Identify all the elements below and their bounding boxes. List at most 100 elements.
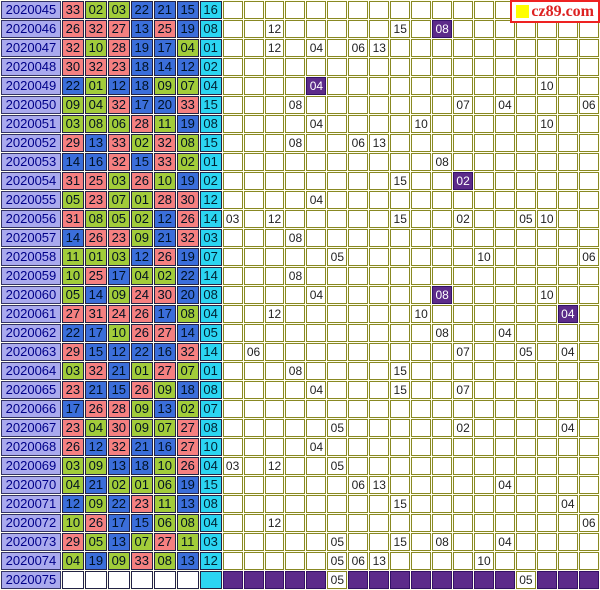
grid-cell bbox=[243, 362, 264, 380]
red-ball-cell: 15 bbox=[130, 153, 153, 171]
red-ball-cell: 18 bbox=[130, 58, 153, 76]
red-ball-cell: 11 bbox=[176, 533, 199, 551]
grid-cell bbox=[453, 400, 474, 418]
blue-ball-cell: 08 bbox=[199, 115, 222, 133]
draw-row: 2020075 05 05 bbox=[1, 571, 599, 589]
red-ball-cell: 08 bbox=[84, 210, 107, 228]
grid-cell bbox=[474, 343, 494, 361]
red-ball-cell: 22 bbox=[107, 495, 130, 513]
grid-cell bbox=[306, 400, 327, 418]
period-cell: 2020066 bbox=[1, 400, 61, 418]
grid-cell bbox=[453, 476, 474, 494]
red-ball-cell: 15 bbox=[176, 1, 199, 19]
period-cell: 2020045 bbox=[1, 1, 61, 19]
grid-cell bbox=[453, 248, 474, 266]
draw-row: 2020069 03 09 13 18 10 26 04 03 12 05 bbox=[1, 457, 599, 475]
red-ball-cell: 20 bbox=[153, 96, 176, 114]
grid-cell bbox=[222, 115, 243, 133]
grid-cell bbox=[495, 438, 515, 456]
grid-cell bbox=[327, 191, 348, 209]
grid-cell bbox=[495, 229, 515, 247]
period-cell: 2020048 bbox=[1, 58, 61, 76]
grid-cell bbox=[411, 153, 432, 171]
grid-cell bbox=[557, 286, 578, 304]
miss-value-cell: 06 bbox=[243, 343, 264, 361]
miss-value-cell: 10 bbox=[536, 77, 557, 95]
red-ball-cell: 20 bbox=[176, 286, 199, 304]
blue-ball-cell: 02 bbox=[199, 58, 222, 76]
grid-cell bbox=[453, 495, 474, 513]
grid-cell bbox=[306, 476, 327, 494]
grid-cell bbox=[306, 514, 327, 532]
grid-cell bbox=[243, 514, 264, 532]
grid-cell bbox=[495, 172, 515, 190]
future-purple-cell bbox=[536, 571, 557, 589]
site-logo[interactable]: cz89.com bbox=[510, 0, 600, 23]
red-ball-cell: 28 bbox=[153, 191, 176, 209]
grid-cell bbox=[369, 514, 390, 532]
red-ball-cell: 09 bbox=[84, 495, 107, 513]
red-ball-cell: 03 bbox=[107, 248, 130, 266]
grid-cell bbox=[222, 134, 243, 152]
grid-cell bbox=[495, 115, 515, 133]
red-ball-cell: 25 bbox=[153, 20, 176, 38]
miss-value-cell: 15 bbox=[390, 172, 411, 190]
grid-cell bbox=[222, 248, 243, 266]
period-cell: 2020058 bbox=[1, 248, 61, 266]
red-ball-cell: 13 bbox=[130, 20, 153, 38]
red-ball-cell: 09 bbox=[84, 457, 107, 475]
grid-cell bbox=[515, 419, 536, 437]
grid-cell bbox=[432, 514, 453, 532]
grid-cell bbox=[495, 77, 515, 95]
red-ball-cell: 26 bbox=[153, 248, 176, 266]
red-ball-cell: 10 bbox=[84, 39, 107, 57]
grid-cell bbox=[536, 419, 557, 437]
red-ball-cell: 29 bbox=[61, 533, 84, 551]
blue-ball-cell: 01 bbox=[199, 39, 222, 57]
grid-cell bbox=[264, 286, 285, 304]
grid-cell bbox=[264, 1, 285, 19]
period-cell: 2020060 bbox=[1, 286, 61, 304]
red-ball-cell: 22 bbox=[61, 77, 84, 95]
red-ball-cell: 11 bbox=[153, 115, 176, 133]
period-cell: 2020059 bbox=[1, 267, 61, 285]
miss-value-cell: 08 bbox=[285, 134, 306, 152]
miss-value-cell: 10 bbox=[536, 210, 557, 228]
grid-cell bbox=[536, 58, 557, 76]
blue-ball-cell: 05 bbox=[199, 324, 222, 342]
red-ball-cell: 33 bbox=[130, 552, 153, 570]
red-ball-cell: 23 bbox=[61, 419, 84, 437]
red-ball-cell: 21 bbox=[107, 362, 130, 380]
grid-cell bbox=[474, 115, 494, 133]
period-cell: 2020052 bbox=[1, 134, 61, 152]
grid-cell bbox=[557, 552, 578, 570]
red-ball-cell: 08 bbox=[153, 552, 176, 570]
red-ball-cell: 09 bbox=[130, 400, 153, 418]
grid-cell bbox=[536, 533, 557, 551]
grid-cell bbox=[264, 419, 285, 437]
grid-cell bbox=[536, 96, 557, 114]
grid-cell bbox=[578, 210, 599, 228]
grid-cell bbox=[285, 77, 306, 95]
red-ball-cell: 21 bbox=[153, 229, 176, 247]
grid-cell bbox=[306, 419, 327, 437]
grid-cell bbox=[327, 324, 348, 342]
grid-cell bbox=[222, 77, 243, 95]
red-ball-cell: 01 bbox=[130, 191, 153, 209]
grid-cell bbox=[222, 286, 243, 304]
grid-cell bbox=[536, 324, 557, 342]
grid-cell bbox=[411, 267, 432, 285]
draw-row: 2020045 33 02 03 22 21 15 16 bbox=[1, 1, 599, 19]
grid-cell bbox=[264, 343, 285, 361]
draw-row: 2020060 05 14 09 24 30 20 08 04 08 10 bbox=[1, 286, 599, 304]
grid-cell bbox=[557, 514, 578, 532]
grid-cell bbox=[557, 172, 578, 190]
grid-cell bbox=[495, 514, 515, 532]
red-ball-cell: 32 bbox=[153, 134, 176, 152]
grid-cell bbox=[474, 419, 494, 437]
period-cell: 2020063 bbox=[1, 343, 61, 361]
grid-cell bbox=[578, 419, 599, 437]
grid-cell bbox=[348, 153, 369, 171]
miss-value-cell: 04 bbox=[306, 191, 327, 209]
grid-cell bbox=[327, 476, 348, 494]
